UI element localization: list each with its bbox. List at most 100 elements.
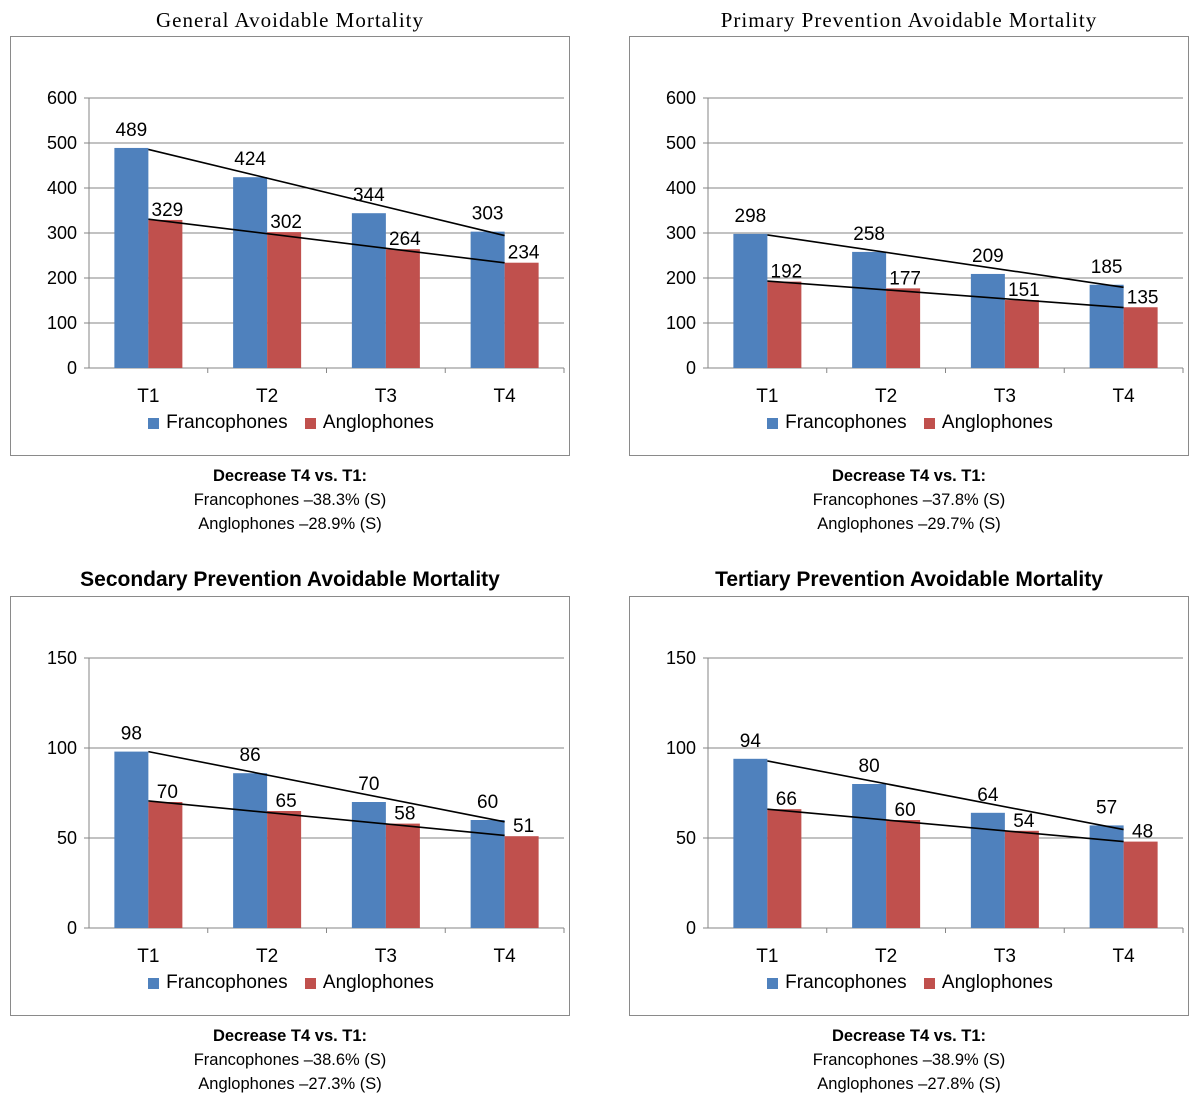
trendline-francophones <box>767 234 1124 289</box>
data-label-francophones: 258 <box>853 224 885 245</box>
data-label-anglophones: 177 <box>889 268 921 289</box>
y-tick-label: 100 <box>666 313 696 333</box>
data-label-francophones: 185 <box>1091 257 1123 278</box>
bar-francophones <box>470 231 505 368</box>
y-tick-label: 50 <box>676 828 696 848</box>
legend-swatch-anglophones <box>923 977 935 989</box>
y-tick-label: 0 <box>686 358 696 378</box>
y-tick-label: 500 <box>666 133 696 153</box>
y-tick-label: 300 <box>47 223 77 243</box>
bar-anglophones <box>267 811 302 928</box>
legend-swatch-anglophones <box>304 977 316 989</box>
bar-anglophones <box>148 219 183 368</box>
caption-francophones: Francophones –37.8% (S) <box>812 491 1006 509</box>
trendline-anglophones <box>148 800 505 837</box>
bar-francophones <box>233 773 268 928</box>
chart-panel-primary: Primary Prevention Avoidable Mortality 0… <box>629 8 1189 548</box>
legend-swatch-anglophones <box>304 417 316 429</box>
bar-francophones <box>470 820 505 928</box>
chart-area: 0 50 100 150 T1 98 70 T2 86 65 T3 70 58 T4 60 51 Franco… <box>10 596 570 1016</box>
data-label-francophones: 98 <box>121 724 142 745</box>
data-label-anglophones: 70 <box>157 782 178 803</box>
bar-francophones <box>852 251 887 368</box>
x-tick-label: T3 <box>375 386 397 407</box>
bar-anglophones <box>886 820 921 928</box>
data-label-anglophones: 65 <box>276 791 297 812</box>
x-tick-label: T4 <box>1113 946 1136 967</box>
y-tick-label: 0 <box>686 918 696 938</box>
chart-panel-secondary: Secondary Prevention Avoidable Mortality… <box>10 568 570 1108</box>
chart-legend: Francophones Anglophones <box>11 412 571 435</box>
data-label-francophones: 424 <box>234 149 266 170</box>
data-label-anglophones: 329 <box>152 200 184 221</box>
chart-title: General Avoidable Mortality <box>155 8 425 32</box>
caption-heading: Decrease T4 vs. T1: <box>212 1027 368 1045</box>
bar-francophones <box>114 147 149 368</box>
chart-caption: Decrease T4 vs. T1: Francophones –37.8% … <box>629 464 1189 536</box>
bar-francophones <box>351 213 386 368</box>
x-tick-label: T2 <box>875 386 897 407</box>
y-tick-label: 200 <box>47 268 77 288</box>
y-tick-label: 200 <box>666 268 696 288</box>
trendline-francophones <box>767 760 1124 831</box>
bar-chart-svg: 0 100 200 300 400 500 600 T1 298 192 T2 258 177 T3 209… <box>666 88 1184 407</box>
legend-item-anglophones: Anglophones <box>304 972 434 994</box>
trendline-anglophones <box>148 218 505 264</box>
data-label-francophones: 60 <box>477 792 498 813</box>
y-tick-label: 0 <box>67 918 77 938</box>
x-tick-label: T1 <box>756 386 778 407</box>
legend-label: Francophones <box>785 412 907 433</box>
legend-label: Anglophones <box>322 972 434 993</box>
trendline-anglophones <box>767 280 1124 309</box>
data-label-francophones: 57 <box>1096 797 1117 818</box>
caption-heading: Decrease T4 vs. T1: <box>212 467 368 485</box>
y-tick-label: 50 <box>57 828 77 848</box>
chart-legend: Francophones Anglophones <box>11 972 571 995</box>
legend-item-francophones: Francophones <box>767 412 907 434</box>
data-label-anglophones: 60 <box>895 800 916 821</box>
chart-area: 0 100 200 300 400 500 600 T1 298 192 T2 258 177 T3 209… <box>629 36 1189 456</box>
chart-area: 0 50 100 150 T1 94 66 T2 80 60 T3 64 54 T4 57 48 Franco… <box>629 596 1189 1016</box>
x-tick-label: T2 <box>256 386 278 407</box>
caption-heading: Decrease T4 vs. T1: <box>831 467 987 485</box>
data-label-anglophones: 151 <box>1008 280 1040 301</box>
bar-chart-svg: 0100200300400500600T1489329T2424302T3344… <box>47 88 565 407</box>
data-label-francophones: 489 <box>116 120 148 141</box>
caption-francophones: Francophones –38.6% (S) <box>193 1051 387 1069</box>
legend-label: Francophones <box>785 972 907 993</box>
trendline-francophones <box>148 148 505 237</box>
y-tick-label: 150 <box>666 648 696 668</box>
legend-swatch-francophones <box>148 977 160 989</box>
data-label-francophones: 209 <box>972 246 1004 267</box>
caption-anglophones: Anglophones –27.8% (S) <box>817 1075 1001 1093</box>
legend-swatch-francophones <box>148 417 160 429</box>
y-tick-label: 300 <box>666 223 696 243</box>
data-label-anglophones: 48 <box>1132 822 1153 843</box>
chart-caption: Decrease T4 vs. T1: Francophones –38.9% … <box>629 1024 1189 1096</box>
y-tick-label: 100 <box>666 738 696 758</box>
x-tick-label: T4 <box>494 386 517 407</box>
x-tick-label: T1 <box>137 946 159 967</box>
data-label-anglophones: 135 <box>1127 287 1159 308</box>
y-tick-label: 400 <box>47 178 77 198</box>
x-tick-label: T3 <box>375 946 397 967</box>
legend-item-anglophones: Anglophones <box>304 412 434 434</box>
trendline-anglophones <box>767 808 1124 843</box>
bar-anglophones <box>385 823 420 928</box>
bar-chart-svg: 0 50 100 150 T1 94 66 T2 80 60 T3 64 54 T4 57 48 <box>666 648 1184 967</box>
chart-title: Secondary Prevention Avoidable Mortality <box>80 568 500 591</box>
data-label-francophones: 80 <box>859 756 880 777</box>
bar-anglophones <box>504 262 539 368</box>
legend-label: Anglophones <box>941 412 1053 433</box>
legend-swatch-francophones <box>767 417 779 429</box>
data-label-anglophones: 234 <box>508 243 540 264</box>
legend-item-francophones: Francophones <box>148 412 288 434</box>
data-label-francophones: 64 <box>977 785 999 806</box>
data-label-francophones: 303 <box>472 204 504 225</box>
caption-heading: Decrease T4 vs. T1: <box>831 1027 987 1045</box>
data-label-anglophones: 54 <box>1013 811 1035 832</box>
x-tick-label: T2 <box>256 946 278 967</box>
legend-item-anglophones: Anglophones <box>923 412 1053 434</box>
chart-panel-tertiary: Tertiary Prevention Avoidable Mortality … <box>629 568 1189 1108</box>
bar-francophones <box>733 758 768 928</box>
